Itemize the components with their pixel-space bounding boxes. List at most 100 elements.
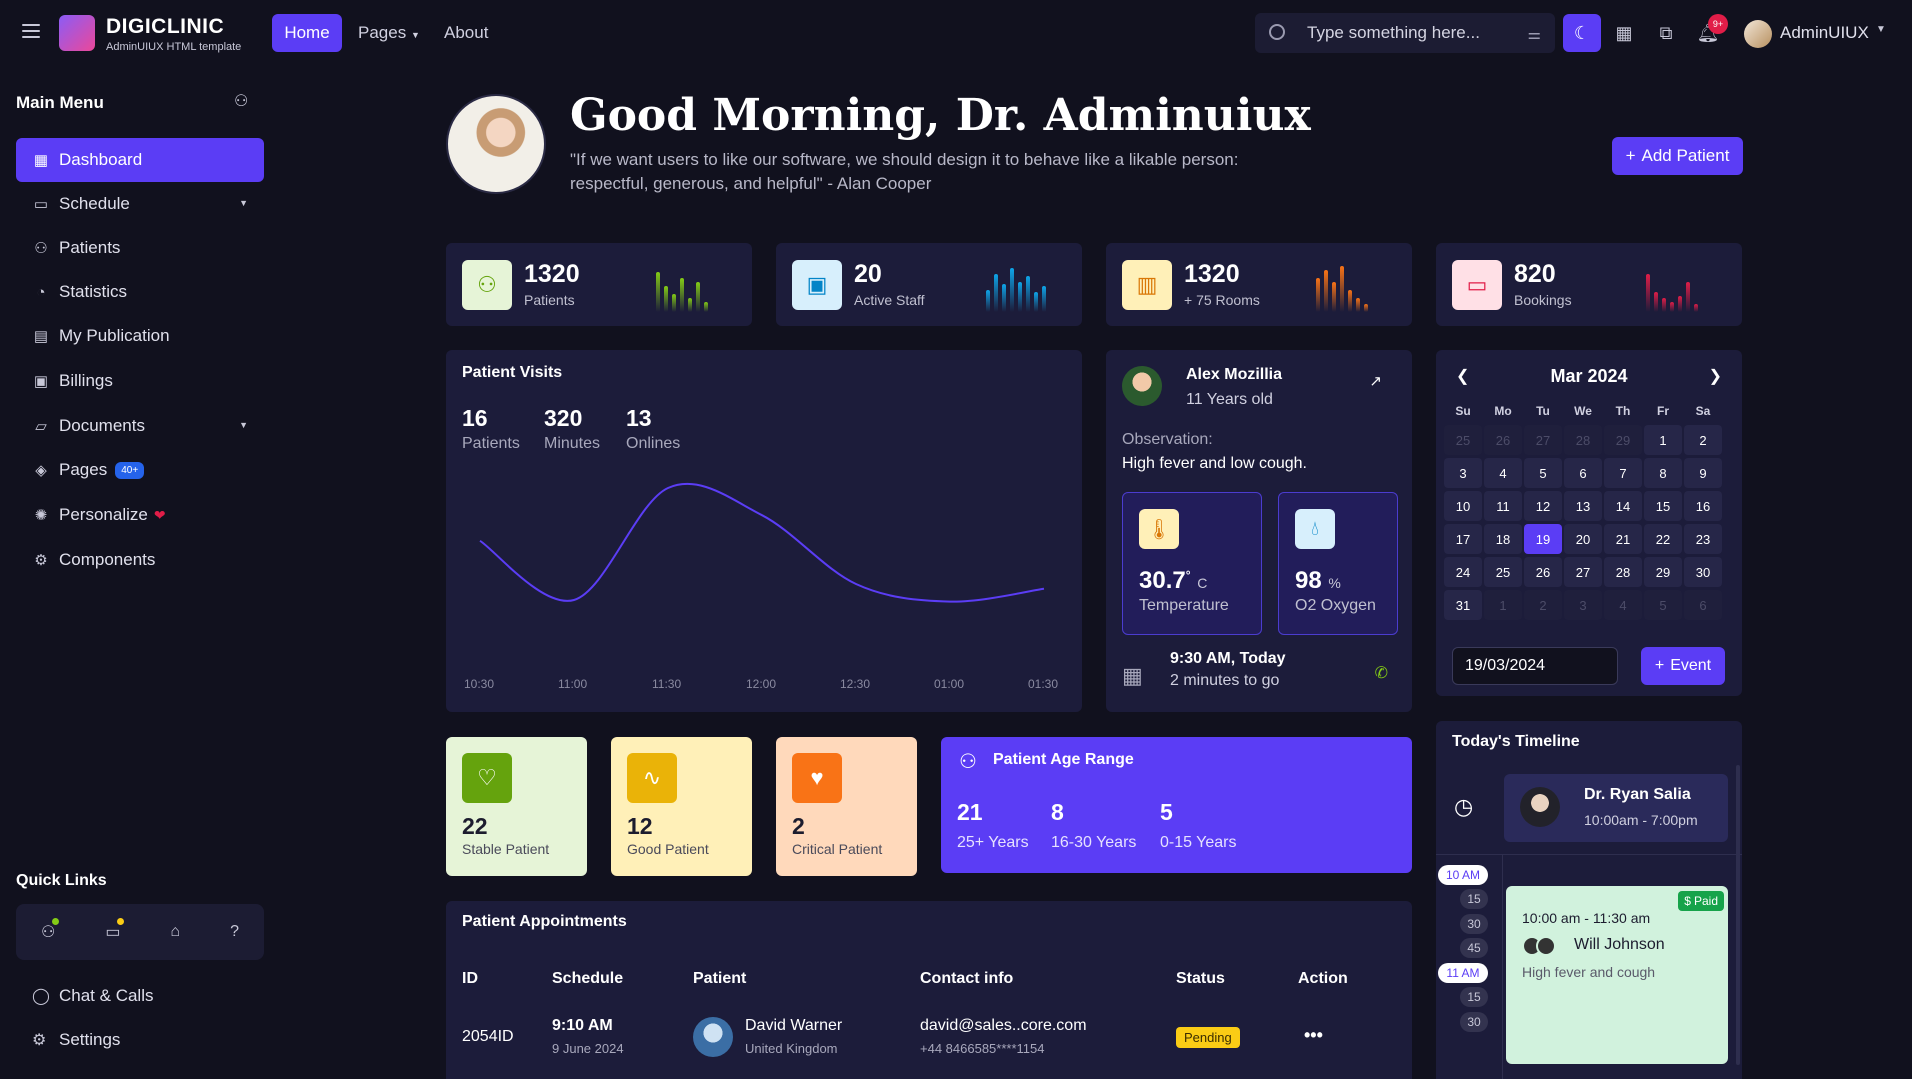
calendar-day[interactable]: 14	[1604, 491, 1642, 521]
inbox-icon[interactable]: ⌂	[170, 923, 181, 940]
calendar-day-other-month[interactable]: 27	[1524, 425, 1562, 455]
chevron-right-icon[interactable]: ❯	[1708, 368, 1722, 385]
calendar-day[interactable]: 23	[1684, 524, 1722, 554]
sidebar-item-statistics[interactable]: ◔ Statistics	[16, 270, 264, 314]
calendar-day-other-month[interactable]: 28	[1564, 425, 1602, 455]
calendar-day[interactable]: 20	[1564, 524, 1602, 554]
calendar-day-other-month[interactable]: 29	[1604, 425, 1642, 455]
calendar-day[interactable]: 12	[1524, 491, 1562, 521]
phone-icon[interactable]: ✆	[1374, 665, 1388, 682]
user-name[interactable]: AdminUIUX	[1780, 23, 1869, 42]
calendar-day[interactable]: 17	[1444, 524, 1482, 554]
sparkline-bar	[1034, 292, 1038, 312]
help-icon[interactable]: ?	[230, 923, 239, 940]
calendar-day[interactable]: 28	[1604, 557, 1642, 587]
calendar-day-other-month[interactable]: 3	[1564, 590, 1602, 620]
calendar-day[interactable]: 21	[1604, 524, 1642, 554]
chevron-down-icon[interactable]: ▼	[1876, 24, 1886, 35]
calendar-day[interactable]: 11	[1484, 491, 1522, 521]
add-patient-button[interactable]: + Add Patient	[1612, 137, 1743, 175]
calendar-day[interactable]: 29	[1644, 557, 1682, 587]
calendar-day[interactable]: 18	[1484, 524, 1522, 554]
calendar-day[interactable]: 6	[1564, 458, 1602, 488]
calendar-day[interactable]: 30	[1684, 557, 1722, 587]
menu-toggle-icon[interactable]	[22, 24, 40, 38]
sidebar-item-dashboard[interactable]: ▦ Dashboard	[16, 138, 264, 182]
calendar-day[interactable]: 9	[1684, 458, 1722, 488]
brand-logo[interactable]	[59, 15, 95, 51]
calendar-day-other-month[interactable]: 6	[1684, 590, 1722, 620]
x-tick-label: 12:30	[840, 677, 871, 691]
theme-toggle-button[interactable]: ☾	[1563, 14, 1601, 52]
calendar-day[interactable]: 26	[1524, 557, 1562, 587]
brand[interactable]: DIGICLINIC AdminUIUX HTML template	[106, 15, 241, 53]
calendar-day-other-month[interactable]: 4	[1604, 590, 1642, 620]
patient-name[interactable]: David Warner	[745, 1017, 843, 1034]
calendar-day[interactable]: 15	[1644, 491, 1682, 521]
sidebar-item-schedule[interactable]: ▭ Schedule ▼	[16, 182, 264, 226]
calendar-day[interactable]: 31	[1444, 590, 1482, 620]
patient-visits-line-chart	[479, 482, 1045, 603]
sidebar-item-pages[interactable]: ◈ Pages 40+	[16, 448, 264, 492]
user-add-icon[interactable]: ⚇	[41, 918, 60, 942]
calendar-day[interactable]: 13	[1564, 491, 1602, 521]
doctor-schedule[interactable]: Dr. Ryan Salia 10:00am - 7:00pm	[1504, 774, 1728, 842]
calendar-day[interactable]: 27	[1564, 557, 1602, 587]
calendar-day[interactable]: 2	[1684, 425, 1722, 455]
calendar-day[interactable]: 3	[1444, 458, 1482, 488]
sidebar-item-label: Dashboard	[59, 150, 143, 169]
calendar-day-other-month[interactable]: 26	[1484, 425, 1522, 455]
sparkline-bar	[1324, 270, 1328, 312]
timeline-scrollbar[interactable]	[1736, 765, 1740, 1065]
sidebar-item-personalize[interactable]: ✺ Personalize ❤	[16, 493, 264, 537]
appointment-id: 2054ID	[462, 1028, 514, 1045]
calendar-day[interactable]: 22	[1644, 524, 1682, 554]
calendar-day[interactable]: 5	[1524, 458, 1562, 488]
sidebar-item-my-publication[interactable]: ▤ My Publication	[16, 314, 264, 358]
calendar-day[interactable]: 7	[1604, 458, 1642, 488]
search-bar[interactable]: Type something here... ⚌	[1255, 13, 1555, 53]
calendar-day-other-month[interactable]: 1	[1484, 590, 1522, 620]
chevron-left-icon[interactable]: ❮	[1456, 368, 1470, 385]
sparkline-bar	[1654, 292, 1658, 312]
sidebar-item-settings[interactable]: ⚙ Settings	[16, 1020, 264, 1060]
calendar-day-other-month[interactable]: 5	[1644, 590, 1682, 620]
timeline-event[interactable]: $ Paid 10:00 am - 11:30 am Will Johnson H…	[1506, 886, 1728, 1064]
calendar-day[interactable]: 24	[1444, 557, 1482, 587]
filter-icon[interactable]: ⚌	[1527, 26, 1541, 43]
language-button[interactable]: ⧉	[1647, 14, 1685, 52]
search-input[interactable]: Type something here...	[1307, 23, 1480, 42]
quick-links-title: Quick Links	[16, 872, 107, 889]
nav-pages[interactable]: Pages ▼	[358, 23, 420, 43]
calendar-day[interactable]: 4	[1484, 458, 1522, 488]
calendar-day[interactable]: 16	[1684, 491, 1722, 521]
sidebar-item-chat-calls[interactable]: ◯ Chat & Calls	[16, 976, 264, 1016]
calendar-day-other-month[interactable]: 2	[1524, 590, 1562, 620]
arrow-up-right-icon[interactable]: ↗	[1369, 373, 1382, 390]
add-event-button[interactable]: + Event	[1641, 647, 1725, 685]
sidebar-item-components[interactable]: ⚙ Components	[16, 538, 264, 582]
sidebar-item-documents[interactable]: ▱ Documents ▼	[16, 404, 264, 448]
calendar-day[interactable]: 8	[1644, 458, 1682, 488]
sidebar-item-patients[interactable]: ⚇ Patients	[16, 226, 264, 270]
pie-chart-icon: ◔	[36, 283, 46, 301]
calendar-day-selected[interactable]: 19	[1524, 524, 1562, 554]
calendar-day[interactable]: 25	[1484, 557, 1522, 587]
calendar-icon[interactable]: ▭	[105, 918, 125, 942]
user-outline-icon[interactable]: ⚇	[234, 93, 249, 110]
sparkline-bar	[664, 286, 668, 312]
metric-value: 320	[544, 405, 583, 431]
more-actions-icon[interactable]: •••	[1304, 1025, 1323, 1045]
date-input[interactable]: 19/03/2024	[1452, 647, 1618, 685]
calendar-day[interactable]: 1	[1644, 425, 1682, 455]
calendar-month: Mar 2024	[1550, 366, 1628, 386]
nav-home[interactable]: Home	[272, 14, 342, 52]
sidebar-item-billings[interactable]: ▣ Billings	[16, 359, 264, 403]
calendar-day-other-month[interactable]: 25	[1444, 425, 1482, 455]
calendar-day[interactable]: 10	[1444, 491, 1482, 521]
apps-button[interactable]: ▦	[1605, 14, 1643, 52]
user-avatar[interactable]	[1744, 20, 1772, 48]
sparkline-bar	[1340, 266, 1344, 312]
nav-about[interactable]: About	[444, 23, 489, 42]
patient-email[interactable]: david@sales..core.com	[920, 1017, 1087, 1034]
